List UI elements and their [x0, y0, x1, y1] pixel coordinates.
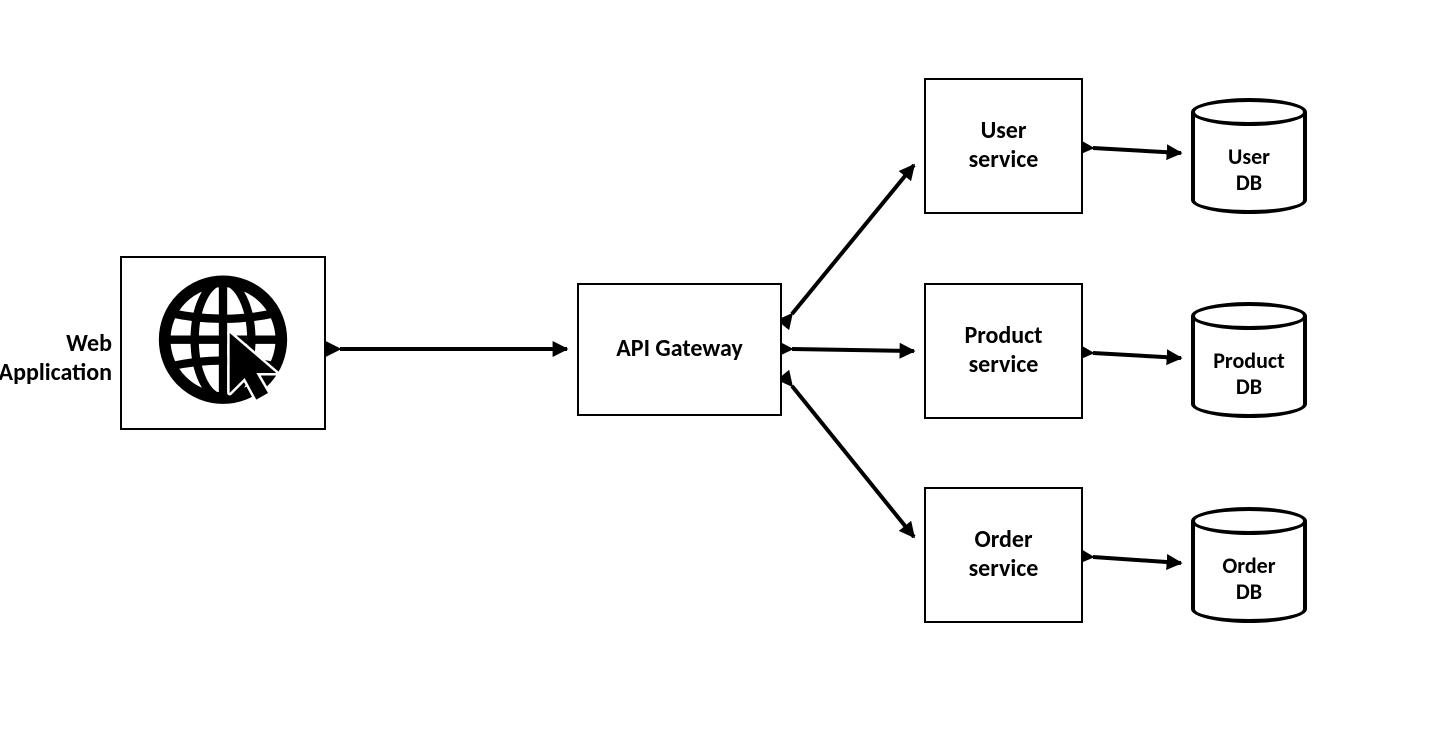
edge-api_gateway-order_service — [792, 386, 914, 537]
user-service-node: User service — [924, 78, 1083, 214]
order-service-label: Order service — [969, 526, 1039, 584]
web-application-label: Web Application — [0, 329, 112, 387]
product-service-label: Product service — [964, 322, 1042, 380]
product-db-node: Product DB — [1191, 302, 1307, 418]
edge-order_service-order_db — [1093, 557, 1181, 563]
edge-api_gateway-product_service — [792, 349, 914, 351]
order-db-node: Order DB — [1191, 507, 1307, 623]
edge-product_service-product_db — [1093, 353, 1181, 358]
order-db-label: Order DB — [1191, 553, 1307, 606]
product-db-label: Product DB — [1191, 348, 1307, 401]
user-db-label: User DB — [1191, 144, 1307, 197]
user-db-node: User DB — [1191, 98, 1307, 214]
edge-user_service-user_db — [1093, 148, 1181, 153]
product-service-node: Product service — [924, 283, 1083, 419]
user-service-label: User service — [969, 117, 1039, 175]
web-application-node — [120, 256, 326, 430]
api-gateway-label: API Gateway — [616, 335, 742, 364]
api-gateway-node: API Gateway — [577, 283, 782, 416]
edge-api_gateway-user_service — [792, 165, 914, 314]
db-cylinder-top — [1191, 302, 1307, 330]
globe-cursor-icon — [138, 268, 308, 418]
db-cylinder-top — [1191, 507, 1307, 535]
order-service-node: Order service — [924, 487, 1083, 623]
db-cylinder-top — [1191, 98, 1307, 126]
